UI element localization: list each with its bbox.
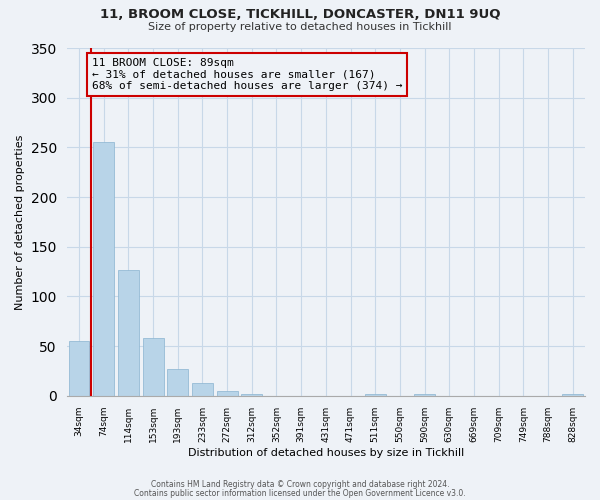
Text: Size of property relative to detached houses in Tickhill: Size of property relative to detached ho…: [148, 22, 452, 32]
X-axis label: Distribution of detached houses by size in Tickhill: Distribution of detached houses by size …: [188, 448, 464, 458]
Text: 11 BROOM CLOSE: 89sqm
← 31% of detached houses are smaller (167)
68% of semi-det: 11 BROOM CLOSE: 89sqm ← 31% of detached …: [92, 58, 403, 91]
Bar: [562, 394, 583, 396]
Bar: [68, 341, 89, 396]
Y-axis label: Number of detached properties: Number of detached properties: [15, 134, 25, 310]
Bar: [143, 338, 164, 396]
Text: Contains HM Land Registry data © Crown copyright and database right 2024.: Contains HM Land Registry data © Crown c…: [151, 480, 449, 489]
Bar: [93, 142, 114, 396]
Bar: [365, 394, 386, 396]
Bar: [414, 394, 435, 396]
Bar: [192, 383, 213, 396]
Bar: [241, 394, 262, 396]
Bar: [118, 270, 139, 396]
Text: Contains public sector information licensed under the Open Government Licence v3: Contains public sector information licen…: [134, 488, 466, 498]
Text: 11, BROOM CLOSE, TICKHILL, DONCASTER, DN11 9UQ: 11, BROOM CLOSE, TICKHILL, DONCASTER, DN…: [100, 8, 500, 20]
Bar: [217, 391, 238, 396]
Bar: [167, 369, 188, 396]
